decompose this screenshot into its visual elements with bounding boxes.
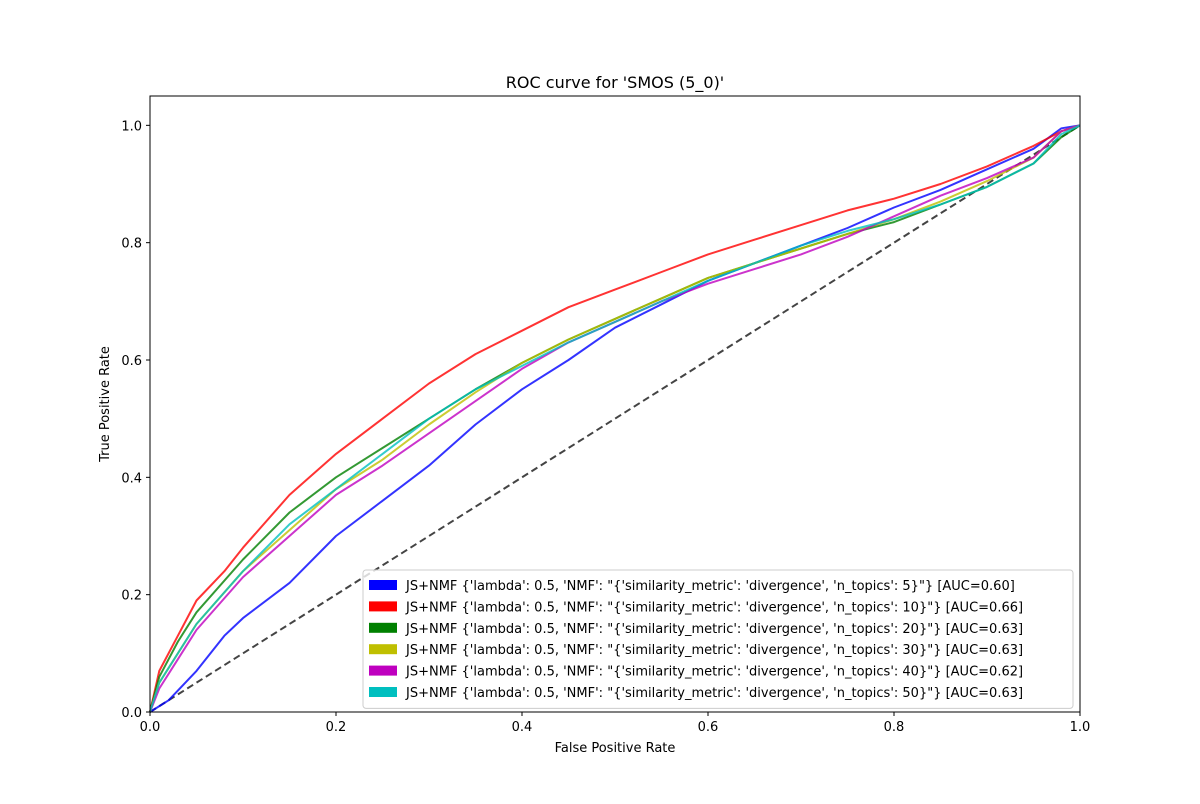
y-tick-label-2: 0.2	[121, 589, 142, 604]
legend-label-2: JS+NMF {'lambda': 0.5, 'NMF': "{'similar…	[405, 600, 1023, 615]
legend-swatch-4	[369, 644, 397, 655]
x-tick-label-6: 1.0	[1070, 720, 1091, 735]
x-axis-label: False Positive Rate	[555, 741, 676, 756]
legend-swatch-2	[369, 601, 397, 612]
series-line-6	[149, 124, 1081, 713]
legend-swatch-6	[369, 687, 397, 697]
chart-title: ROC curve for 'SMOS (5_0)'	[506, 73, 724, 93]
y-tick-label-3: 0.4	[121, 471, 142, 486]
x-tick-label-5: 0.8	[884, 720, 905, 735]
legend-label-3: JS+NMF {'lambda': 0.5, 'NMF': "{'similar…	[405, 622, 1023, 637]
y-tick-label-6: 1.0	[121, 119, 142, 134]
series-line-2	[149, 124, 1081, 713]
plot-area: 0.0 0.2 0.4 0.6 0.8 1.0 0.0 0.2 0.4 0.6 0.8 1.0 JS+N…	[121, 95, 1091, 735]
legend-swatch-5	[369, 665, 397, 676]
legend-swatch-3	[369, 622, 397, 633]
axes-frame	[149, 95, 1081, 713]
x-tick-label-3: 0.4	[512, 720, 533, 735]
legend-label-5: JS+NMF {'lambda': 0.5, 'NMF': "{'similar…	[405, 665, 1023, 680]
legend-label-4: JS+NMF {'lambda': 0.5, 'NMF': "{'similar…	[405, 643, 1023, 658]
y-tick-label-4: 0.6	[121, 354, 142, 369]
legend-swatch-1	[369, 580, 397, 590]
legend-box	[362, 569, 1074, 709]
y-tick-label-1: 0.0	[121, 706, 142, 721]
x-tick-label-1: 0.0	[140, 720, 161, 735]
series-line-1	[149, 124, 1081, 713]
y-tick-label-5: 0.8	[121, 237, 142, 252]
chance-diagonal-line	[149, 124, 1081, 713]
legend-label-1: JS+NMF {'lambda': 0.5, 'NMF': "{'similar…	[405, 579, 1015, 594]
y-axis-label: True Positive Rate	[98, 346, 113, 463]
x-tick-label-2: 0.2	[326, 720, 347, 735]
x-tick-label-4: 0.6	[698, 720, 719, 735]
legend-label-6: JS+NMF {'lambda': 0.5, 'NMF': "{'similar…	[405, 686, 1023, 701]
